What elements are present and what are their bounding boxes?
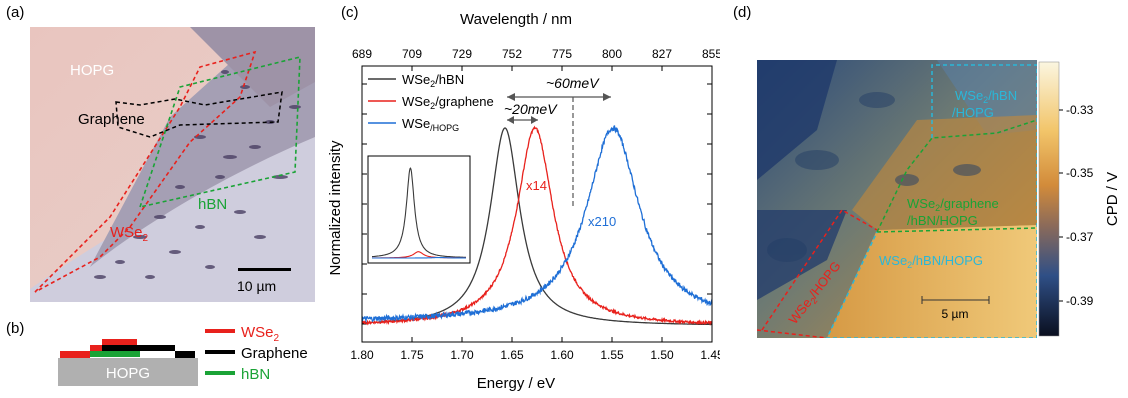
x-tick-label: 1.60 xyxy=(550,348,574,362)
shift-annotations: ~60meV ~20meV x14 x210 xyxy=(504,75,616,229)
x-axis-label: Energy / eV xyxy=(477,375,555,392)
label-hbn: hBN xyxy=(198,196,227,213)
x-tick-label: 1.45 xyxy=(700,348,720,362)
cb-tick-2: -0.35 xyxy=(1066,166,1094,180)
legend-entry-hbn: WSe2/hBN xyxy=(402,72,464,89)
pl-spectra-chart: Wavelength / nm Energy / eV Normalized i… xyxy=(327,11,720,392)
cb-tick-3: -0.37 xyxy=(1066,230,1094,244)
x2-tick-label: 689 xyxy=(352,47,372,61)
x2-tick-label: 775 xyxy=(552,47,572,61)
substrate-region xyxy=(30,137,315,302)
stack-graphene-right xyxy=(175,351,195,358)
series-line-wse2-hopg xyxy=(361,125,713,324)
y-axis-label: Normalized intensity xyxy=(327,140,344,276)
label-hopg: HOPG xyxy=(70,62,114,79)
x2-tick-label: 729 xyxy=(452,47,472,61)
x2-tick-label: 709 xyxy=(402,47,422,61)
dark-spots xyxy=(94,70,301,279)
x-tick-label: 1.65 xyxy=(500,348,524,362)
cb-tick-4: -0.39 xyxy=(1066,294,1094,308)
x2-tick-label: 800 xyxy=(602,47,622,61)
scalebar-label: 10 µm xyxy=(237,278,276,294)
hopg-block-label: HOPG xyxy=(106,365,150,382)
stack-hbn xyxy=(90,351,140,357)
inset-chart xyxy=(367,155,471,264)
x2-tick-label: 855 xyxy=(702,47,720,61)
panel-d-label: (d) xyxy=(733,4,752,21)
panel-a-label: (a) xyxy=(6,4,25,21)
stack-wse2-left xyxy=(60,351,90,358)
layer-stack-diagram: HOPG WSe2 Graphene hBN xyxy=(58,325,308,386)
panel-c-label: (c) xyxy=(341,4,359,21)
region-label-graphene-2: /hBN/HOPG xyxy=(907,213,978,228)
legend-graphene: Graphene xyxy=(241,345,308,362)
dark-region xyxy=(190,27,315,107)
scalebar xyxy=(238,268,291,271)
region-label-hbn: WSe2/hBN/HOPG xyxy=(879,253,983,270)
x-tick-label: 1.50 xyxy=(650,348,674,362)
colorbar: -0.33 -0.35 -0.37 -0.39 CPD / V xyxy=(1038,61,1121,337)
legend-entry-hopg: WSe/HOPG xyxy=(402,116,459,133)
cb-tick-1: -0.33 xyxy=(1066,103,1094,117)
annotation-60mev: ~60meV xyxy=(546,75,600,91)
kpfm-map: WSe2/hBN /HOPG WSe2/graphene /hBN/HOPG W… xyxy=(757,60,1037,338)
hbn-outline xyxy=(138,55,301,209)
optical-micrograph: HOPG Graphene hBN WSe2 10 µm xyxy=(30,27,315,302)
hopg-block xyxy=(58,358,198,386)
stack-wse2-step xyxy=(90,345,102,351)
x2-axis-label: Wavelength / nm xyxy=(460,11,572,28)
plot-frame xyxy=(361,65,713,343)
annotation-x210: x210 xyxy=(588,214,616,229)
x2-tick-label: 827 xyxy=(652,47,672,61)
x-tick-label: 1.70 xyxy=(450,348,474,362)
legend-entry-graphene: WSe2/graphene xyxy=(402,94,494,111)
legend-hbn: hBN xyxy=(241,366,270,383)
b-legend: WSe2 Graphene hBN xyxy=(205,325,308,383)
x-tick-label: 1.75 xyxy=(400,348,424,362)
stack-graphene xyxy=(100,345,175,351)
x-tick-label: 1.55 xyxy=(600,348,624,362)
region-label-top-2: /HOPG xyxy=(952,105,994,120)
x2-tick-label: 752 xyxy=(502,47,522,61)
annotation-x14: x14 xyxy=(526,178,547,193)
annotation-20mev: ~20meV xyxy=(504,101,558,117)
region-label-graphene: WSe2/graphene xyxy=(907,196,999,213)
kpfm-scalebar-label: 5 µm xyxy=(942,307,969,321)
label-graphene: Graphene xyxy=(78,111,145,128)
inset-series-line xyxy=(372,167,466,258)
wse2-outline xyxy=(34,50,257,293)
colorbar-label: CPD / V xyxy=(1104,172,1121,226)
stack-wse2-top xyxy=(102,339,137,345)
legend: WSe2/hBN WSe2/graphene WSe/HOPG xyxy=(368,72,494,133)
x-tick-label: 1.80 xyxy=(350,348,374,362)
region-label-top: WSe2/hBN xyxy=(955,88,1017,105)
legend-wse2: WSe2 xyxy=(241,325,280,344)
panel-b-label: (b) xyxy=(6,320,25,337)
label-wse2: WSe2 xyxy=(110,224,149,244)
graphene-outline xyxy=(115,91,283,138)
